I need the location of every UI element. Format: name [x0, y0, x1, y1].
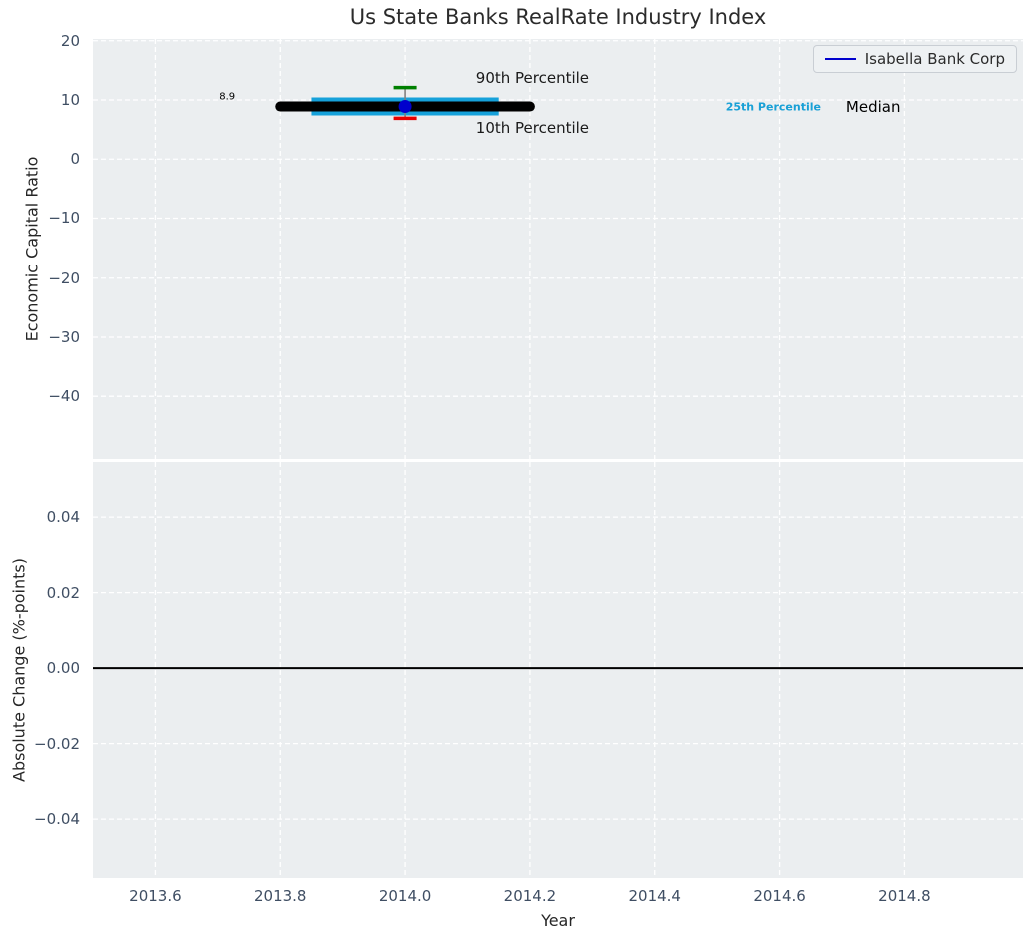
- legend: Isabella Bank Corp: [812, 45, 1017, 73]
- y-tick-label: 0: [70, 150, 80, 169]
- chart-title: Us State Banks RealRate Industry Index: [349, 5, 767, 29]
- y-axis-label-economic-capital-ratio: Economic Capital Ratio: [22, 156, 42, 342]
- annotation-90th-percentile: 90th Percentile: [475, 69, 590, 88]
- y-tick-label: 0.02: [46, 583, 80, 602]
- x-tick-label: 2014.6: [753, 887, 806, 905]
- plot-area-1: [93, 462, 1023, 878]
- legend-label: Isabella Bank Corp: [864, 50, 1005, 68]
- legend-line-sample: [824, 58, 856, 60]
- x-axis-label-year: Year: [541, 911, 575, 930]
- annotation-25th-percentile: 25th Percentile: [725, 100, 821, 114]
- y-tick-label: −30: [48, 327, 80, 346]
- y-tick-label: −40: [48, 387, 80, 406]
- x-tick-label: 2013.6: [129, 887, 182, 905]
- annotation-median: Median: [845, 97, 901, 116]
- x-tick-label: 2014.8: [878, 887, 931, 905]
- x-tick-label: 2014.0: [378, 887, 432, 905]
- annotation-8-9: 8.9: [219, 91, 236, 103]
- y-axis-label-absolute-change: Absolute Change (%-points): [9, 558, 29, 782]
- x-tick-label: 2013.8: [253, 887, 307, 905]
- y-tick-label: 0.00: [46, 659, 80, 678]
- y-tick-label: −20: [48, 268, 80, 287]
- x-tick-label: 2014.2: [503, 887, 557, 905]
- plot-area-0: [93, 39, 1023, 459]
- y-tick-label: 20: [60, 31, 80, 50]
- y-tick-label: 0.04: [46, 508, 80, 527]
- x-tick-label: 2014.4: [628, 887, 681, 905]
- y-tick-label: 10: [60, 91, 80, 109]
- annotation-10th-percentile: 10th Percentile: [475, 118, 590, 137]
- company-marker: [398, 100, 412, 114]
- y-tick-label: −10: [48, 209, 80, 228]
- y-tick-label: −0.04: [34, 810, 80, 829]
- y-tick-label: −0.02: [34, 734, 80, 753]
